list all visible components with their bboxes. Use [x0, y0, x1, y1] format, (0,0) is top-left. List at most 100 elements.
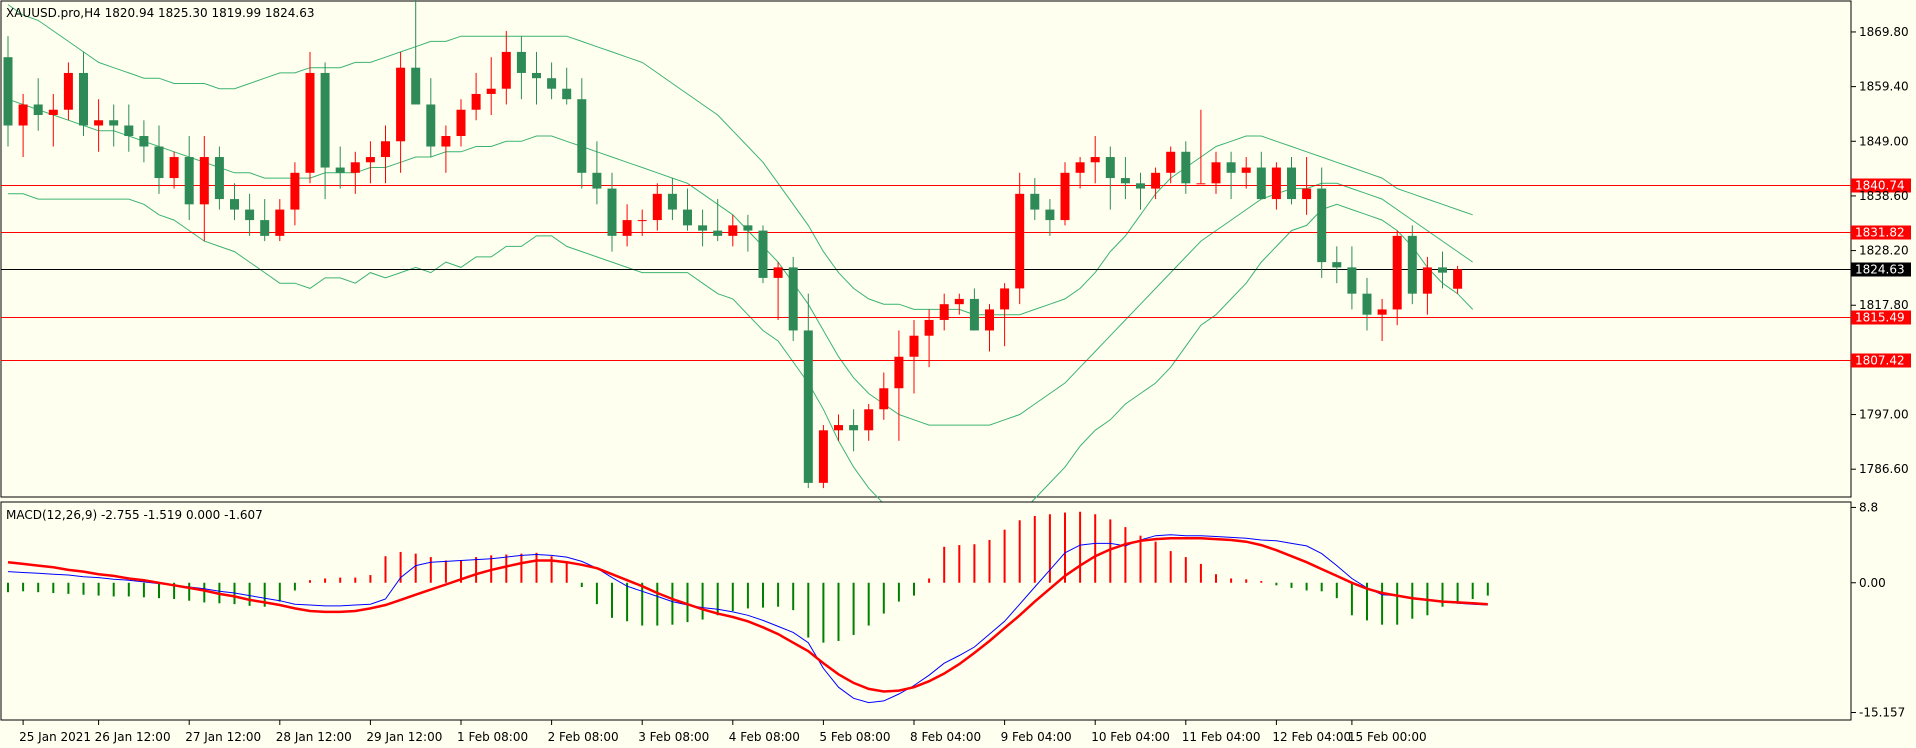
candle-body — [1362, 293, 1372, 315]
candle — [1438, 251, 1447, 289]
candle-body — [1287, 167, 1296, 200]
candle-body — [456, 109, 466, 137]
candle-body — [652, 193, 662, 221]
candle-body — [94, 120, 104, 126]
time-tick-label: 5 Feb 08:00 — [819, 730, 890, 744]
level-badge — [1851, 178, 1911, 193]
candle — [471, 72, 481, 121]
price-panel[interactable]: 1840.74 1831.82 1824.63 1815.49 1807.42 1869.… — [0, 0, 1911, 542]
candle — [1347, 246, 1357, 310]
band-lower-line — [8, 193, 1474, 542]
candle — [879, 372, 889, 420]
candle — [849, 409, 859, 452]
candle — [63, 62, 73, 121]
candle — [124, 104, 134, 152]
candle-body — [577, 99, 587, 173]
candle-body — [1271, 167, 1281, 200]
candle — [698, 209, 708, 247]
price-tick-label: 1797.00 — [1859, 408, 1909, 422]
macd-panel[interactable]: 8.8 0.00 -15.157 MACD(12,26,9) -2.755 -1.5… — [0, 500, 1905, 721]
candle-body — [1211, 162, 1221, 184]
candle-body — [909, 335, 919, 357]
macd-axis: 8.8 0.00 -15.157 — [1851, 500, 1905, 719]
candle — [1015, 172, 1025, 305]
candle-body — [290, 172, 300, 210]
candle — [1105, 146, 1115, 210]
candle — [94, 99, 104, 152]
candle — [1136, 172, 1145, 210]
candle-body — [139, 136, 149, 147]
bollinger-bands — [7, 4, 1474, 542]
candle-body — [592, 172, 602, 189]
candle-body — [1332, 262, 1342, 268]
level-badge — [1851, 310, 1911, 325]
candle-body — [154, 146, 164, 179]
candle — [1090, 136, 1100, 184]
candle-body — [33, 104, 43, 115]
candle-body — [1256, 167, 1266, 200]
candle — [3, 36, 13, 147]
candle-body — [365, 157, 375, 163]
candle-body — [320, 72, 330, 168]
candle — [788, 256, 798, 341]
candle — [139, 120, 149, 163]
time-tick-label: 11 Feb 04:00 — [1182, 730, 1261, 744]
candle — [305, 51, 315, 184]
candle-body — [169, 157, 179, 179]
time-tick-label: 29 Jan 12:00 — [366, 730, 442, 744]
candle-body — [879, 388, 889, 410]
time-tick-label: 26 Jan 12:00 — [95, 730, 171, 744]
candle — [1000, 283, 1010, 347]
candle-body — [939, 304, 949, 320]
candle — [1181, 141, 1191, 194]
candle-body — [622, 220, 632, 236]
candle-body — [728, 225, 738, 236]
candle — [577, 78, 587, 189]
candle — [864, 404, 874, 441]
level-badge-label: 1831.82 — [1855, 226, 1905, 240]
candle-body — [214, 157, 224, 200]
candle-body — [486, 88, 496, 94]
candle — [713, 199, 723, 242]
candle — [1256, 151, 1266, 200]
candle-body — [849, 425, 859, 431]
candle — [1075, 157, 1085, 189]
candle-body — [199, 157, 209, 205]
candle — [441, 125, 451, 173]
candle — [260, 199, 270, 242]
candle — [1377, 298, 1387, 341]
candle-body — [396, 67, 406, 142]
candle-body — [969, 298, 979, 331]
macd-panel-title: MACD(12,26,9) -2.755 -1.519 0.000 -1.607 — [6, 508, 263, 522]
time-tick-label: 4 Feb 08:00 — [729, 730, 800, 744]
band-middle-line — [7, 98, 1473, 426]
candle — [1211, 151, 1221, 194]
candle — [411, 0, 421, 105]
candle — [184, 136, 194, 221]
candle-body — [1196, 183, 1206, 185]
candle — [245, 193, 255, 236]
price-tick-label: 1849.00 — [1859, 134, 1909, 148]
candle — [803, 293, 813, 489]
time-tick-label: 25 Jan 2021 — [19, 730, 91, 744]
candle — [909, 319, 919, 394]
candle — [924, 309, 934, 368]
candlesticks — [3, 0, 1463, 489]
candle — [1453, 265, 1463, 294]
candle-body — [18, 104, 28, 126]
candle — [637, 209, 647, 236]
candle-body — [411, 67, 421, 105]
candle-body — [758, 230, 768, 278]
candle-body — [63, 72, 73, 110]
candle — [275, 199, 285, 242]
candle — [79, 51, 88, 137]
candle-body — [471, 93, 481, 110]
candle — [547, 62, 557, 100]
candle-body — [245, 209, 255, 221]
candle — [426, 78, 436, 158]
candle — [592, 141, 602, 205]
price-panel-frame — [0, 0, 1852, 498]
candle — [290, 162, 300, 226]
candle — [607, 172, 617, 252]
